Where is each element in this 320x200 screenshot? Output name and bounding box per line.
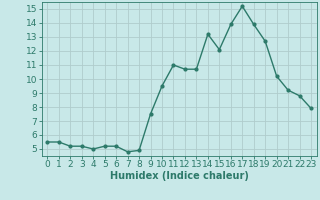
X-axis label: Humidex (Indice chaleur): Humidex (Indice chaleur) [110, 171, 249, 181]
